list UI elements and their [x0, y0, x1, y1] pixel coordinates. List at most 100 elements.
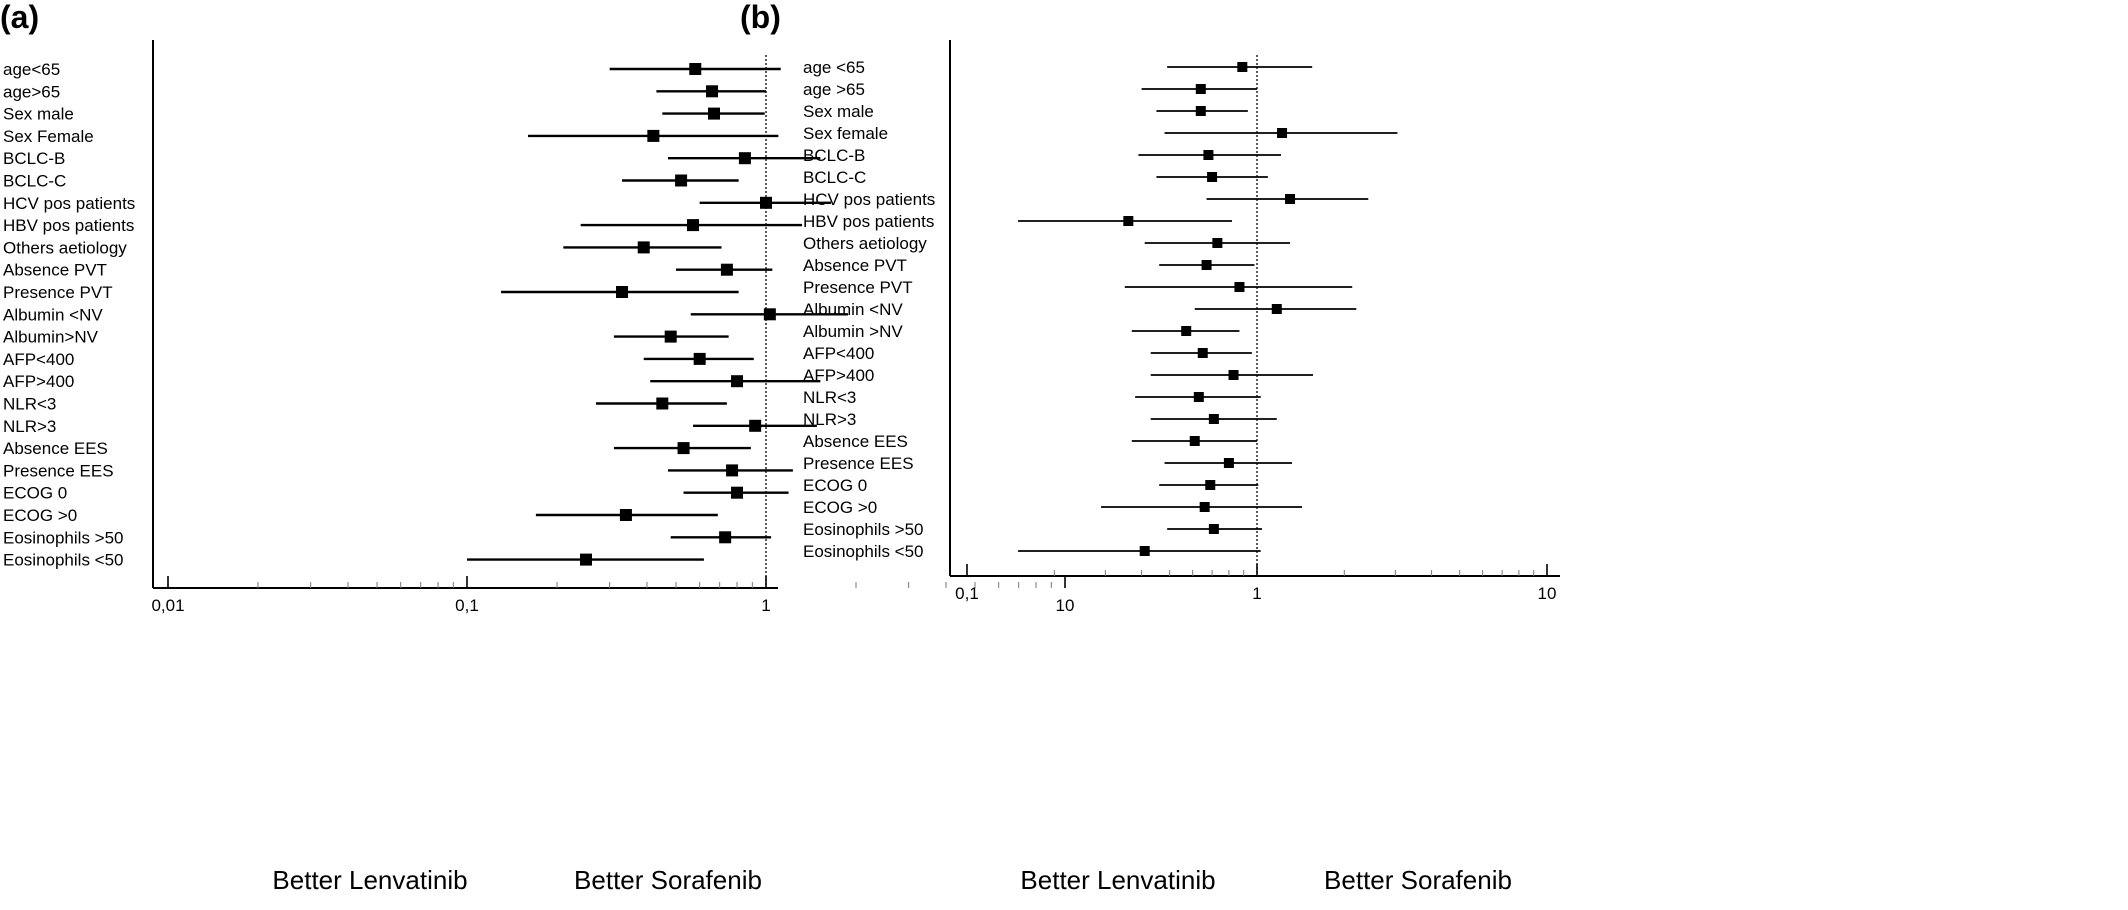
panel-label: (a) — [0, 0, 39, 35]
row-label: age <65 — [803, 58, 865, 77]
point-estimate — [1207, 172, 1218, 182]
row-label: Presence EES — [3, 461, 114, 480]
row-label: BCLC-B — [803, 146, 865, 165]
point-estimate — [1205, 480, 1216, 490]
point-estimate — [719, 531, 732, 544]
point-estimate — [707, 107, 720, 120]
row-label: Presence PVT — [3, 283, 113, 302]
row-label: Eosinophils <50 — [803, 542, 924, 561]
row-label: BCLC-C — [803, 168, 866, 187]
point-estimate — [689, 63, 702, 75]
row-label: age>65 — [3, 82, 60, 101]
row-label: Others aetiology — [803, 234, 927, 253]
row-label: BCLC-B — [3, 149, 65, 168]
point-estimate — [656, 397, 669, 410]
point-estimate — [760, 196, 772, 209]
row-label: Eosinophils <50 — [3, 551, 124, 570]
point-estimate — [731, 375, 744, 388]
direction-label: Better Lenvatinib — [1020, 865, 1215, 895]
x-tick-label: 1 — [761, 596, 770, 615]
point-estimate — [1208, 524, 1219, 534]
point-estimate — [1234, 282, 1245, 292]
point-estimate — [675, 174, 688, 187]
point-estimate — [693, 352, 706, 365]
point-estimate — [1139, 546, 1150, 556]
row-label: Eosinophils >50 — [3, 528, 124, 547]
row-label: Others aetiology — [3, 238, 127, 257]
row-label: ECOG >0 — [803, 498, 877, 517]
row-label: HCV pos patients — [3, 194, 135, 213]
point-estimate — [616, 286, 629, 298]
row-label: HBV pos patients — [803, 212, 934, 231]
point-estimate — [1193, 392, 1204, 402]
row-label: Albumin <NV — [803, 300, 903, 319]
row-label: Eosinophils >50 — [803, 520, 924, 539]
direction-label: Better Sorafenib — [574, 865, 762, 895]
row-label: ECOG 0 — [3, 484, 67, 503]
row-label: BCLC-C — [3, 172, 66, 191]
row-label: Presence EES — [803, 454, 914, 473]
point-estimate — [637, 241, 650, 254]
point-estimate — [687, 219, 700, 232]
point-estimate — [1223, 458, 1234, 468]
point-estimate — [1208, 414, 1219, 424]
row-label: NLR<3 — [803, 388, 856, 407]
row-label: Absence PVT — [3, 261, 107, 280]
row-label: ECOG 0 — [803, 476, 867, 495]
row-label: NLR>3 — [3, 417, 56, 436]
row-label: Sex female — [803, 124, 888, 143]
point-estimate — [1195, 106, 1206, 116]
row-label: NLR<3 — [3, 395, 56, 414]
point-estimate — [677, 442, 690, 455]
x-tick-label: 0,1 — [455, 596, 479, 615]
point-estimate — [1285, 194, 1296, 204]
point-estimate — [619, 509, 632, 521]
point-estimate — [749, 419, 762, 432]
row-label: Sex Female — [3, 127, 94, 146]
direction-label: Better Sorafenib — [1324, 865, 1512, 895]
point-estimate — [1181, 326, 1192, 336]
row-label: age<65 — [3, 60, 60, 79]
row-label: Sex male — [803, 102, 874, 121]
point-estimate — [726, 464, 739, 477]
point-estimate — [738, 152, 751, 165]
direction-label: Better Lenvatinib — [272, 865, 467, 895]
point-estimate — [1212, 238, 1223, 248]
point-estimate — [706, 85, 719, 98]
point-estimate — [1123, 216, 1134, 226]
point-estimate — [720, 263, 733, 276]
x-tick-label: 10 — [1056, 596, 1075, 615]
row-label: Albumin >NV — [803, 322, 903, 341]
panel-label: (b) — [740, 0, 781, 35]
point-estimate — [731, 486, 744, 499]
row-label: AFP>400 — [3, 372, 74, 391]
point-estimate — [1228, 370, 1239, 380]
point-estimate — [1203, 150, 1214, 160]
point-estimate — [1189, 436, 1200, 446]
x-tick-label: 0,01 — [151, 596, 184, 615]
point-estimate — [664, 330, 677, 343]
row-label: AFP>400 — [803, 366, 874, 385]
row-label: AFP<400 — [803, 344, 874, 363]
row-label: age >65 — [803, 80, 865, 99]
row-label: HBV pos patients — [3, 216, 134, 235]
x-tick-label: 0,1 — [955, 584, 979, 603]
x-tick-label: 10 — [1538, 584, 1557, 603]
point-estimate — [1201, 260, 1212, 270]
point-estimate — [579, 553, 592, 566]
row-label: Absence EES — [3, 439, 108, 458]
point-estimate — [1277, 128, 1288, 138]
point-estimate — [1237, 62, 1248, 72]
point-estimate — [1197, 348, 1208, 358]
row-label: NLR>3 — [803, 410, 856, 429]
row-label: Presence PVT — [803, 278, 913, 297]
row-label: ECOG >0 — [3, 506, 77, 525]
point-estimate — [1271, 304, 1282, 314]
point-estimate — [763, 308, 776, 321]
point-estimate — [1195, 84, 1206, 94]
row-label: AFP<400 — [3, 350, 74, 369]
point-estimate — [647, 129, 660, 142]
point-estimate — [1199, 502, 1210, 512]
